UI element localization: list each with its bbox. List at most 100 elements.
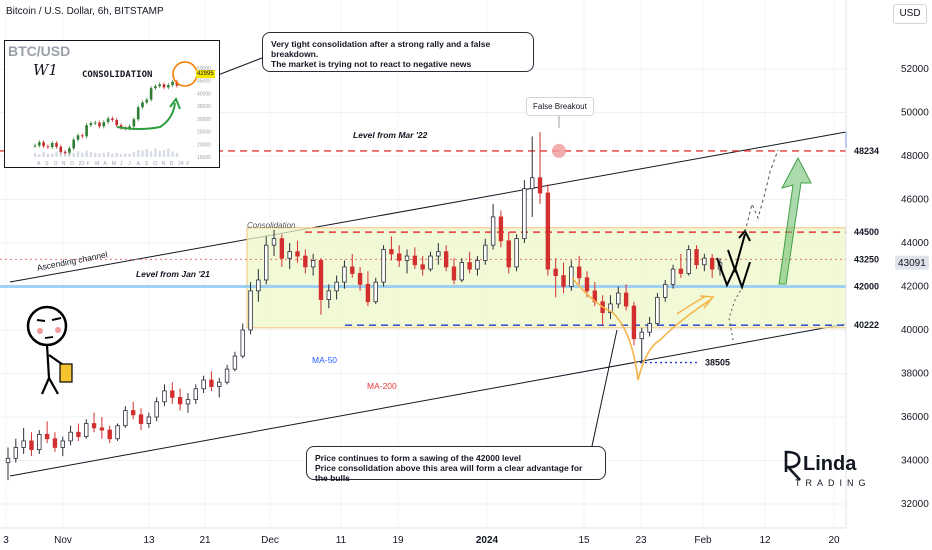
currency-button[interactable]: USD: [893, 4, 927, 24]
inset-candle: [85, 125, 88, 137]
inset-price-tag: 42995: [196, 70, 215, 78]
candle-body: [631, 305, 637, 340]
callout-top-line2: The market is trying not to react to neg…: [271, 59, 472, 69]
channel-upper-line: [9, 131, 847, 283]
inset-candle: [42, 142, 45, 147]
price-tick-label: 48000: [901, 151, 929, 162]
inset-candle: [106, 118, 110, 123]
inset-volume-bar: [132, 152, 136, 157]
candle-body: [318, 259, 324, 300]
inset-x-tick: F: [186, 161, 189, 167]
candle-body: [248, 290, 253, 331]
inset-consolidation-label: CONSOLIDATION: [82, 70, 153, 80]
current-price-tag-bg: [895, 255, 929, 270]
candle-body: [584, 277, 590, 292]
level-jan21-label: Level from Jan '21: [136, 269, 210, 279]
candle-body: [44, 433, 50, 440]
callout-bottom: Price continues to form a sawing of the …: [306, 446, 606, 483]
inset-volume-bar: [46, 153, 50, 157]
level-tag-40222: 40222: [854, 320, 879, 330]
inset-candle: [98, 122, 101, 127]
price-axis[interactable]: 32000 34000 36000 38000 40000 42000 44000 46000…: [845, 0, 929, 528]
time-tick-label: 13: [143, 535, 155, 546]
candle-body: [623, 292, 629, 307]
candle-body: [530, 177, 535, 190]
inset-candle: [167, 85, 170, 88]
forecast-up-arrow: [727, 233, 746, 274]
inset-x-tick: S: [145, 161, 149, 167]
level-tag-43250: 43250: [854, 254, 879, 264]
inset-candle: [102, 122, 106, 127]
candle-body: [694, 249, 699, 266]
candle-body: [373, 281, 378, 303]
price-tick-label: 36000: [901, 412, 929, 423]
time-tick-label: 2024: [476, 535, 499, 546]
candle-body: [76, 431, 81, 437]
inset-candle: [89, 123, 93, 126]
inset-candle: [136, 107, 140, 120]
candle-body: [60, 440, 65, 448]
inset-x-tick: F: [87, 161, 90, 167]
inset-x-tick: A: [37, 161, 41, 167]
inset-volume-bar: [137, 150, 140, 157]
candle-body: [350, 266, 355, 274]
candle-body: [678, 268, 684, 274]
candle-body: [709, 257, 715, 270]
candle-body: [389, 249, 394, 255]
inset-candle: [145, 99, 149, 103]
candle-body: [537, 177, 543, 194]
candle-body: [256, 279, 261, 292]
inset-x-tick: M: [112, 161, 116, 167]
candle-body: [459, 262, 465, 281]
level-mar22-label: Level from Mar '22: [353, 130, 428, 140]
doodle-head: [26, 305, 68, 347]
inset-volume-bar: [115, 152, 118, 157]
inset-volume-bar: [106, 152, 110, 157]
inset-candle: [132, 119, 136, 127]
inset-x-tick: M: [95, 161, 99, 167]
doodle-cup: [59, 363, 73, 383]
candle-body: [702, 257, 707, 266]
candle-body: [342, 266, 347, 283]
time-axis[interactable]: 3 Nov 13 21 Dec 11 19 2024 15 23 Feb 12 20: [0, 527, 846, 546]
ma50-label: MA-50: [312, 355, 338, 365]
inset-x-tick: A: [137, 161, 141, 167]
time-tick-label: 3: [3, 535, 9, 546]
candle-body: [162, 390, 167, 403]
candle-body: [490, 216, 496, 246]
price-tick-label: 42000: [901, 282, 929, 293]
candle-body: [84, 423, 89, 437]
inset-volume-bar: [149, 151, 153, 157]
candle-body: [279, 238, 285, 259]
inset-x-tick: S: [45, 161, 49, 167]
current-price-tag: 43091: [898, 258, 926, 269]
inset-volume-bar: [175, 152, 179, 157]
inset-y-tick: 30000: [197, 117, 211, 123]
candle-body: [287, 251, 292, 259]
inset-y-tick: 25000: [197, 130, 211, 136]
doodle-eyes: [36, 317, 62, 322]
candle-body: [553, 268, 558, 277]
candle-body: [99, 427, 105, 431]
inset-title: BTC/USD: [8, 43, 71, 59]
inset-volume-bar: [98, 153, 101, 157]
candle-body: [443, 251, 449, 268]
time-tick-label: Dec: [261, 535, 279, 546]
inset-y-tick: 50000: [197, 66, 211, 72]
inset-x-tick: N: [62, 161, 66, 167]
candle-body: [5, 457, 11, 464]
forecast-drawings: [26, 57, 812, 447]
inset-candle: [149, 88, 153, 100]
candle-body: [670, 268, 676, 285]
candle-body: [545, 192, 551, 270]
inset-y-tick: 40000: [197, 91, 211, 97]
candle-body: [177, 397, 183, 405]
inset-x-tick: 24: [178, 161, 184, 167]
inset-x-tick: J: [128, 161, 131, 167]
inset-y-tick: 20000: [197, 142, 211, 148]
candle-body: [37, 433, 42, 451]
price-tick-label: 34000: [901, 456, 929, 467]
candle-body: [91, 423, 97, 429]
inset-volume-bar: [162, 150, 166, 157]
